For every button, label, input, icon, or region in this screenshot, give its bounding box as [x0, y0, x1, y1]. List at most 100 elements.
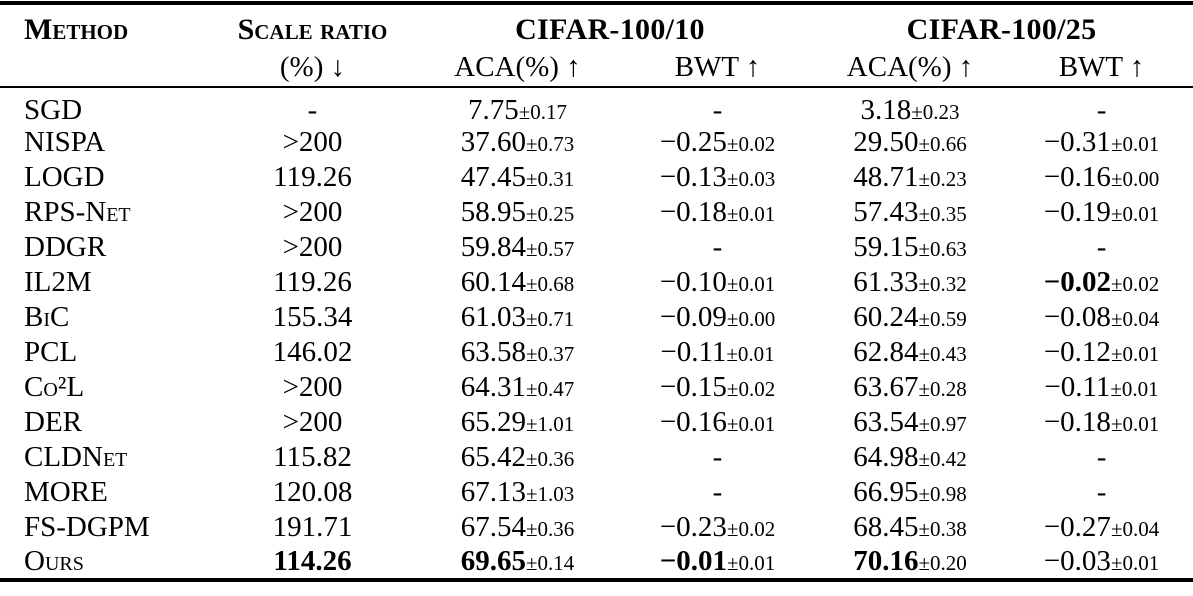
metric-value: 70.16	[853, 545, 919, 577]
metric-value: 67.13	[460, 476, 526, 508]
bwt25-cell: -	[1010, 475, 1193, 510]
std-dev-value: ±0.23	[918, 167, 967, 191]
metric-value: 65.42	[460, 441, 526, 473]
table-row: IL2M 119.26 60.14±0.68 −0.10±0.01 61.33±0.32…	[0, 265, 1193, 300]
scale-ratio-cell: >200	[282, 231, 343, 263]
std-dev-value: ±0.00	[726, 307, 776, 331]
aca10-cell: 67.54±0.36	[410, 510, 625, 545]
bwt25-cell: -	[1010, 230, 1193, 265]
table-row: MORE 120.08 67.13±1.03 - 66.95±0.98 -	[0, 475, 1193, 510]
std-dev-value: ±0.02	[1111, 272, 1160, 296]
std-dev-value: ±0.14	[525, 551, 575, 575]
std-dev-value: ±0.68	[525, 272, 575, 296]
bwt10-cell: −0.18±0.01	[625, 195, 810, 230]
std-dev-value: ±0.02	[726, 377, 776, 401]
std-dev-value: ±0.73	[525, 132, 575, 156]
std-dev-value: ±0.01	[726, 202, 776, 226]
metric-value: −0.18	[659, 196, 727, 228]
scale-ratio-cell: 115.82	[273, 441, 352, 473]
metric-value: −0.25	[659, 126, 727, 158]
method-cell: Ours	[24, 545, 84, 577]
metric-value: 47.45	[460, 161, 526, 193]
metric-value: −0.01	[659, 545, 727, 577]
bwt25-cell: −0.18±0.01	[1010, 405, 1193, 440]
metric-value: 3.18	[860, 94, 912, 126]
col-header-aca-cifar10: ACA(%) ↑	[454, 51, 581, 83]
metric-value: −0.13	[659, 161, 727, 193]
bwt25-cell: −0.03±0.01	[1010, 545, 1193, 580]
std-dev-value: ±0.01	[1110, 377, 1159, 401]
table-body: SGD -7.75±0.17-3.18±0.23- NISPA >200 37.60±0…	[0, 87, 1193, 580]
table-row: DDGR >200 59.84±0.57 - 59.15±0.63 -	[0, 230, 1193, 265]
bwt10-cell: -	[625, 475, 810, 510]
table-header: Method Scale ratio CIFAR-100/10 CIFAR-10…	[0, 3, 1193, 87]
metric-value: -	[712, 94, 723, 126]
method-cell: IL2M	[24, 266, 92, 298]
metric-value: -	[1096, 441, 1107, 473]
bwt10-cell: −0.13±0.03	[625, 160, 810, 195]
std-dev-value: ±0.02	[726, 517, 776, 541]
metric-value: 29.50	[853, 126, 919, 158]
bwt25-cell: -	[1010, 87, 1193, 125]
metric-value: 63.58	[460, 336, 526, 368]
aca10-cell: 7.75±0.17	[410, 87, 625, 125]
std-dev-value: ±0.01	[727, 551, 776, 575]
method-cell: RPS-Net	[24, 196, 131, 228]
metric-value: 63.54	[853, 406, 919, 438]
method-cell: CLDNet	[24, 441, 128, 473]
scale-ratio-cell: >200	[282, 406, 343, 438]
metric-value: −0.08	[1043, 301, 1111, 333]
std-dev-value: ±0.01	[1110, 202, 1160, 226]
table-row: PCL 146.02 63.58±0.37 −0.11±0.01 62.84±0.43−…	[0, 335, 1193, 370]
metric-value: 65.29	[460, 406, 526, 438]
bwt25-cell: −0.19±0.01	[1010, 195, 1193, 230]
aca10-cell: 67.13±1.03	[410, 475, 625, 510]
group-header-cifar-100-25: CIFAR-100/25	[906, 13, 1097, 46]
scale-ratio-cell: 155.34	[272, 301, 353, 333]
std-dev-value: ±0.71	[525, 307, 575, 331]
bwt25-cell: −0.27±0.04	[1010, 510, 1193, 545]
aca25-cell: 48.71±0.23	[810, 160, 1010, 195]
std-dev-value: ±0.01	[1110, 132, 1160, 156]
col-header-method-spacer	[0, 49, 215, 87]
std-dev-value: ±0.47	[525, 377, 575, 401]
bwt25-cell: −0.02±0.02	[1010, 265, 1193, 300]
scale-ratio-cell: 120.08	[272, 476, 353, 508]
aca10-cell: 59.84±0.57	[410, 230, 625, 265]
method-cell: Co²L	[24, 371, 85, 403]
metric-value: -	[1096, 231, 1107, 263]
metric-value: 58.95	[460, 196, 526, 228]
std-dev-value: ±0.28	[918, 377, 967, 401]
std-dev-value: ±0.03	[726, 167, 776, 191]
table-row: DER >200 65.29±1.01 −0.16±0.01 63.54±0.97 −0.…	[0, 405, 1193, 440]
metric-value: 37.60	[460, 126, 526, 158]
std-dev-value: ±0.57	[525, 237, 575, 261]
col-header-aca-cifar25: ACA(%) ↑	[846, 51, 974, 83]
col-header-bwt-cifar25: BWT ↑	[1058, 51, 1145, 83]
metric-value: −0.19	[1043, 196, 1111, 228]
std-dev-value: ±0.17	[518, 100, 568, 124]
method-cell: FS-DGPM	[24, 511, 150, 543]
metric-value: 48.71	[853, 161, 919, 193]
metric-value: −0.18	[1043, 406, 1111, 438]
aca10-cell: 65.29±1.01	[410, 405, 625, 440]
table-row: Co²L >200 64.31±0.47 −0.15±0.02 63.67±0.28 −0…	[0, 370, 1193, 405]
scale-ratio-cell: 146.02	[272, 336, 353, 368]
metric-value: −0.16	[659, 406, 727, 438]
metric-value: -	[712, 231, 723, 263]
scale-ratio-cell: 114.26	[273, 545, 352, 577]
aca25-cell: 63.67±0.28	[810, 370, 1010, 405]
metric-value: −0.09	[659, 301, 727, 333]
aca25-cell: 68.45±0.38	[810, 510, 1010, 545]
table-row: LOGD 119.26 47.45±0.31 −0.13±0.03 48.71±0.23…	[0, 160, 1193, 195]
method-cell: BiC	[24, 301, 70, 333]
table-row: FS-DGPM 191.71 67.54±0.36 −0.23±0.02 68.45±0…	[0, 510, 1193, 545]
metric-value: 63.67	[853, 371, 919, 403]
method-cell: SGD	[24, 94, 83, 126]
metric-value: 57.43	[853, 196, 919, 228]
results-table: Method Scale ratio CIFAR-100/10 CIFAR-10…	[0, 1, 1193, 582]
header-row-metrics: (%) ↓ ACA(%) ↑ BWT ↑ ACA(%) ↑ BWT ↑	[0, 49, 1193, 87]
bwt25-cell: −0.31±0.01	[1010, 125, 1193, 160]
std-dev-value: ±0.43	[918, 342, 967, 366]
std-dev-value: ±0.38	[918, 517, 967, 541]
